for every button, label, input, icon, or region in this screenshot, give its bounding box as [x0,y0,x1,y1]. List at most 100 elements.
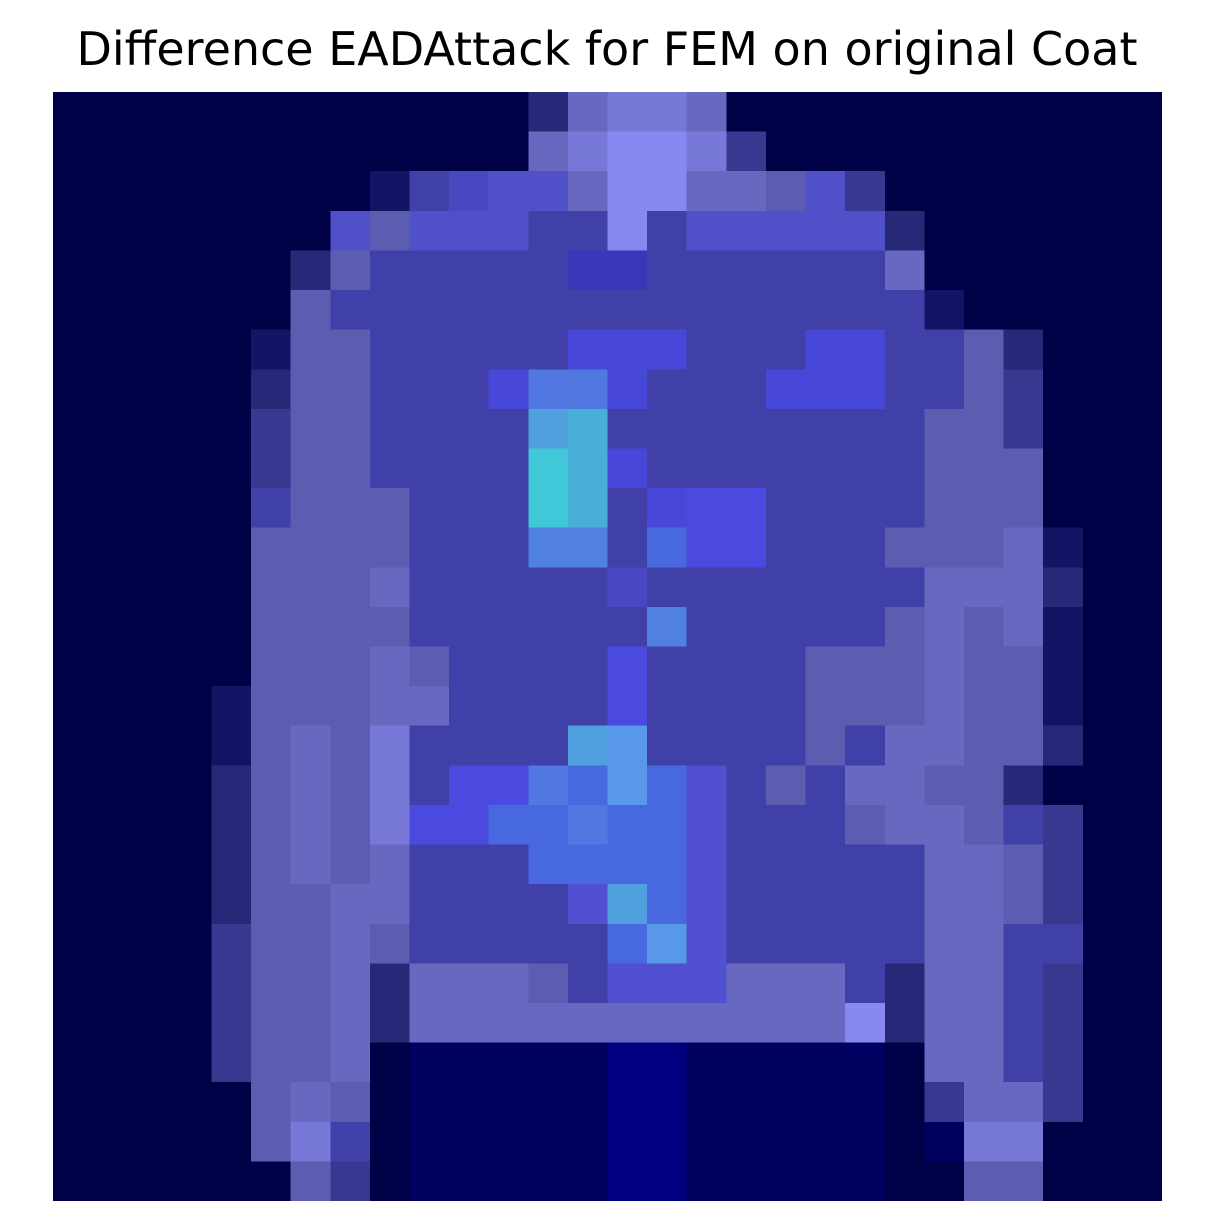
heatmap-cell [1082,1002,1123,1044]
heatmap-cell [53,765,94,806]
heatmap-cell [528,686,569,727]
heatmap-cell [290,171,331,212]
heatmap-cell [1122,210,1162,252]
heatmap-cell [884,92,925,133]
heatmap-cell [290,1161,331,1201]
heatmap-cell [567,290,609,331]
heatmap-cell [92,923,133,964]
heatmap-cell [647,804,688,846]
heatmap-cell [330,804,371,846]
heatmap-cell [211,1042,252,1083]
heatmap-cell [805,884,846,925]
heatmap-cell [805,923,846,964]
heatmap-cell [805,1002,846,1044]
heatmap-cell [369,804,411,846]
heatmap-cell [1043,92,1084,133]
heatmap-cell [53,725,94,766]
heatmap-cell [607,1002,648,1044]
heatmap-cell [488,1082,529,1123]
heatmap-cell [765,1002,807,1044]
heatmap-cell [53,923,94,964]
heatmap-cell [488,290,529,331]
heatmap-cell [211,131,252,172]
heatmap-cell [409,646,450,687]
heatmap-cell [805,329,846,370]
heatmap-cell [963,646,1005,687]
heatmap-cell [251,210,292,252]
heatmap-cell [607,606,648,648]
heatmap-cell [211,527,252,568]
heatmap-cell [132,171,173,212]
heatmap-cell [409,527,450,568]
heatmap-cell [132,765,173,806]
heatmap-cell [92,1002,133,1044]
heatmap-cell [528,1121,569,1162]
heatmap-cell [726,1042,767,1083]
heatmap-cell [449,448,490,489]
heatmap-cell [567,1082,609,1123]
heatmap-cell [726,844,767,885]
heatmap-cell [1122,1121,1162,1162]
heatmap-cell [765,1161,807,1201]
heatmap-cell [765,646,807,687]
heatmap-cell [726,725,767,766]
heatmap-cell [924,92,965,133]
heatmap-cell [567,567,609,608]
heatmap-cell [1082,646,1123,687]
heatmap-cell [607,92,648,133]
heatmap-cell [1122,408,1162,450]
heatmap-cell [211,686,252,727]
heatmap-cell [409,923,450,964]
heatmap-cell [330,131,371,172]
heatmap-cell [171,765,213,806]
heatmap-cell [132,923,173,964]
heatmap-cell [211,210,252,252]
heatmap-cell [1082,92,1123,133]
heatmap-cell [765,488,807,529]
heatmap-cell [53,488,94,529]
heatmap-cell [132,290,173,331]
heatmap-cell [528,250,569,291]
heatmap-cell [171,1161,213,1201]
heatmap-cell [884,567,925,608]
heatmap-cell [488,567,529,608]
heatmap-cell [449,290,490,331]
heatmap-cell [765,131,807,172]
heatmap-cell [1043,527,1084,568]
heatmap-cell [805,369,846,410]
heatmap-cell [132,210,173,252]
heatmap-cell [647,171,688,212]
heatmap-cell [53,290,94,331]
heatmap-cell [211,1121,252,1162]
heatmap-cell [726,1121,767,1162]
heatmap-cell [884,606,925,648]
heatmap-cell [53,567,94,608]
heatmap-cell [53,92,94,133]
heatmap-cell [1043,884,1084,925]
heatmap-cell [686,1082,727,1123]
heatmap-cell [1122,844,1162,885]
heatmap-cell [528,765,569,806]
heatmap-cell [132,606,173,648]
heatmap-cell [211,488,252,529]
heatmap-cell [369,408,411,450]
heatmap-cell [369,844,411,885]
heatmap-cell [171,488,213,529]
heatmap-cell [686,448,727,489]
heatmap-cell [528,963,569,1004]
heatmap-cell [132,131,173,172]
heatmap-cell [607,804,648,846]
heatmap-cell [251,1002,292,1044]
heatmap-cell [132,844,173,885]
heatmap-cell [369,369,411,410]
heatmap-cell [1082,686,1123,727]
heatmap-cell [924,804,965,846]
heatmap-cell [647,844,688,885]
heatmap-cell [1003,923,1044,964]
heatmap-cell [1122,963,1162,1004]
heatmap-cell [449,329,490,370]
heatmap-cell [1082,290,1123,331]
heatmap-cell [132,804,173,846]
heatmap-cell [409,329,450,370]
heatmap-cell [92,488,133,529]
